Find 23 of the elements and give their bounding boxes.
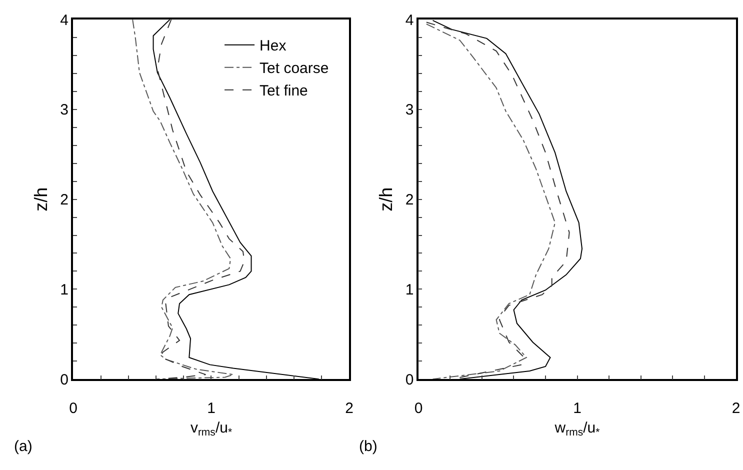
y-tick-label: 0 <box>60 371 68 388</box>
text: (a) <box>14 438 32 455</box>
y-tick-label: 3 <box>60 102 68 119</box>
x-tick-label: 2 <box>732 400 740 417</box>
y-tick-label: 4 <box>405 12 414 29</box>
x-axis-title: v$_{rms}$/u$_{*}$ <box>190 419 232 438</box>
y-tick-label: 2 <box>405 192 414 209</box>
x-tick-label: 2 <box>345 400 354 417</box>
y-tick-label: 1 <box>405 281 414 298</box>
y-axis-title: z/h <box>30 187 51 212</box>
y-tick-label: 3 <box>405 102 414 119</box>
text: (b) <box>359 438 378 455</box>
legend-label: Tet fine <box>260 82 308 100</box>
y-tick-label: 0 <box>405 371 414 388</box>
x-tick-label: 1 <box>207 400 216 417</box>
legend-label: Tet coarse <box>260 60 329 78</box>
legend-label: Hex <box>260 38 287 55</box>
x-axis-title: w$_{rms}$/u$_{*}$ <box>554 419 600 438</box>
y-tick-label: 4 <box>60 12 68 29</box>
y-tick-label: 2 <box>60 192 68 209</box>
x-tick-label: 1 <box>573 400 582 417</box>
y-tick-label: 1 <box>60 281 68 298</box>
y-axis-title: z/h <box>376 187 396 212</box>
